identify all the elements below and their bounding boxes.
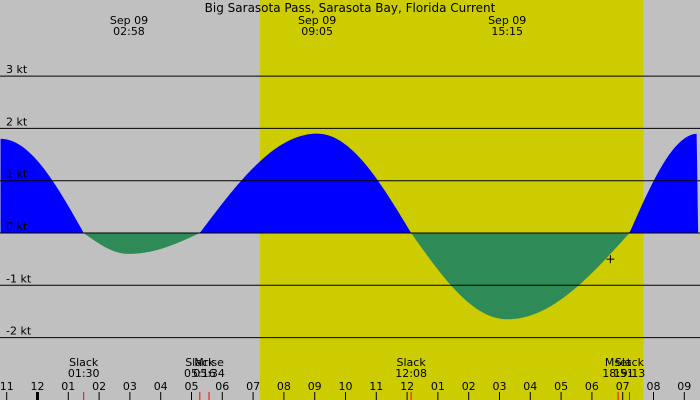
x-tick-label: 01 [431, 380, 445, 393]
flood-current-area [0, 133, 699, 233]
x-tick-label: 06 [215, 380, 229, 393]
chart-title: Big Sarasota Pass, Sarasota Bay, Florida… [205, 1, 496, 15]
event-slack-time: 12:08 [395, 367, 427, 380]
event-labels: Slack01:30Slack05:16Mrise05:34Slack12:08… [68, 356, 645, 400]
x-tick-label: 11 [0, 380, 14, 393]
event-slack-time: 19:13 [614, 367, 646, 380]
x-tick-label: 06 [585, 380, 599, 393]
event-slack-time: 05:16 [184, 367, 216, 380]
y-tick-label: 0 kt [6, 220, 28, 233]
x-tick-label: 10 [339, 380, 353, 393]
event-slack-label: Slack [185, 356, 215, 369]
event-mrise-time: 05:34 [193, 367, 225, 380]
event-mset-label: Mset [605, 356, 632, 369]
x-tick-label: 09 [308, 380, 322, 393]
y-tick-label: 3 kt [6, 63, 28, 76]
peak-time-label: 09:05 [301, 25, 333, 38]
x-tick-label: 04 [523, 380, 537, 393]
x-tick-label: 03 [493, 380, 507, 393]
peak-date-label: Sep 09 [110, 14, 148, 27]
x-tick-label: 02 [462, 380, 476, 393]
peak-time-label: 02:58 [113, 25, 145, 38]
y-tick-label: 1 kt [6, 168, 28, 181]
x-tick-label: 05 [185, 380, 199, 393]
event-slack-label: Slack [615, 356, 645, 369]
x-tick-label: 09 [677, 380, 691, 393]
x-tick-label: 08 [277, 380, 291, 393]
peak-date-label: Sep 09 [488, 14, 526, 27]
x-tick-label: 12 [31, 380, 45, 393]
x-tick-label: 08 [647, 380, 661, 393]
x-tick-label: 12 [400, 380, 414, 393]
y-axis-ticks: 3 kt 2 kt 1 kt 0 kt -1 kt -2 kt [6, 63, 32, 338]
x-tick-label: 07 [616, 380, 630, 393]
x-tick-label: 02 [92, 380, 106, 393]
x-tick-label: 11 [369, 380, 383, 393]
current-time-marker [606, 255, 615, 264]
x-axis: 11 12 01 02 03 04 05 06 07 08 09 10 11 12 01 02 03 04 05 06… [0, 380, 691, 400]
x-tick-label: 05 [554, 380, 568, 393]
y-tick-label: 2 kt [6, 115, 28, 128]
gridlines [0, 75, 700, 339]
event-mset-time: 18:51 [602, 367, 634, 380]
event-slack-label: Slack [69, 356, 99, 369]
x-tick-label: 01 [61, 380, 75, 393]
ebb-current-area [0, 233, 699, 320]
x-tick-label: 07 [246, 380, 260, 393]
event-slack-label: Slack [397, 356, 427, 369]
x-tick-label: 03 [123, 380, 137, 393]
x-tick-label: 04 [154, 380, 168, 393]
peak-date-label: Sep 09 [298, 14, 336, 27]
y-tick-label: -2 kt [6, 325, 32, 338]
y-tick-label: -1 kt [6, 272, 32, 285]
peak-time-label: 15:15 [491, 25, 523, 38]
event-slack-time: 01:30 [68, 367, 100, 380]
event-mrise-label: Mrise [194, 356, 224, 369]
